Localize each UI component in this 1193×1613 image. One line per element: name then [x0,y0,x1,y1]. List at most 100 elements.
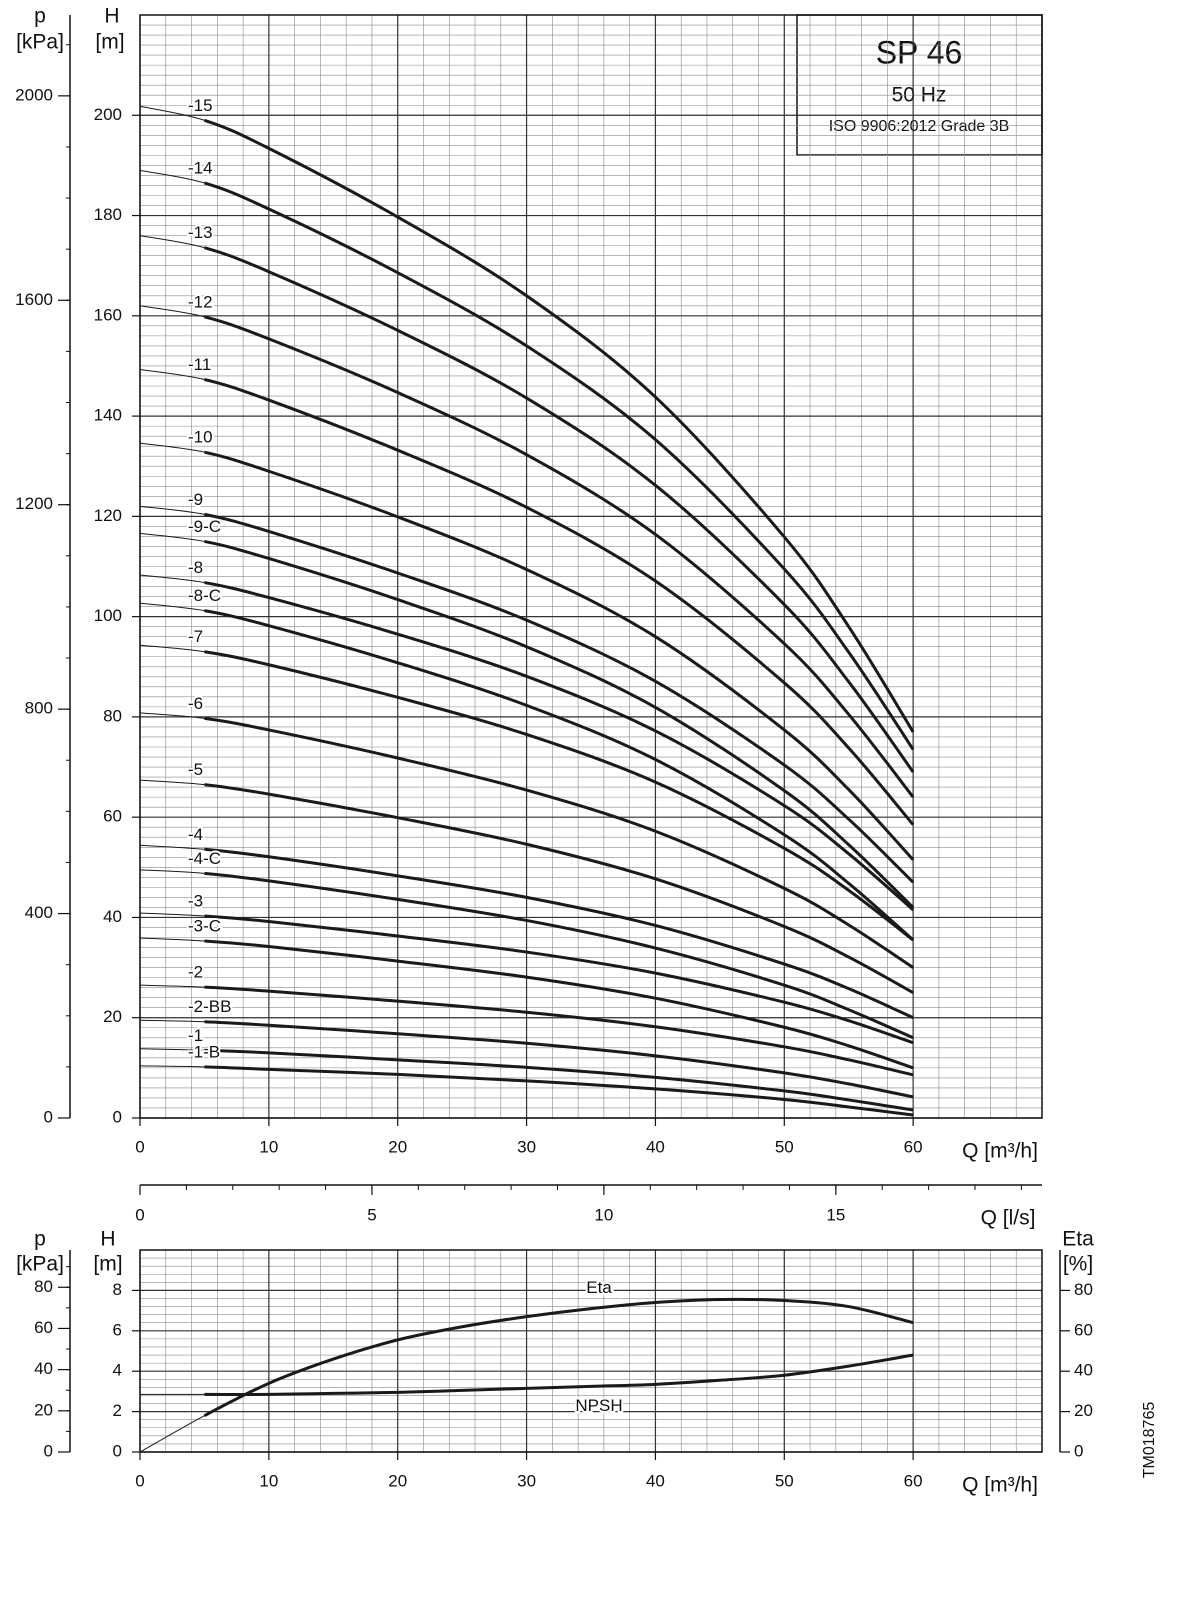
efficiency-curve [203,1297,914,1417]
head-curve [204,246,915,773]
plot-frame [139,14,1043,1119]
y-tick-label: 120 [94,506,122,525]
head-curve-extension [139,779,205,786]
curve-label: -4-C [188,849,221,868]
head-curve [204,581,915,912]
x2-axis-label: Q [l/s] [981,1207,1036,1230]
curve-label: -4 [188,825,203,844]
head-curve [204,871,914,1040]
y-tick-label: 8 [113,1280,122,1299]
y3-tick-label: 80 [34,1277,53,1296]
curve-label: -2 [188,963,203,982]
x-tick-label: 40 [646,1137,665,1156]
y3-axis-label: [kPa] [16,1253,64,1276]
curve-label: -12 [188,292,213,311]
x-tick-label: 20 [388,1137,407,1156]
head-curve [204,783,914,994]
x-tick-label: 50 [775,1137,794,1156]
y-tick-label: 60 [103,807,122,826]
curve-label: -8-C [188,586,221,605]
curve-label: -10 [188,428,213,447]
head-curve [204,985,914,1077]
head-curve-extension [139,984,205,988]
curve-label: -3 [188,891,203,910]
head-curve-extension [139,105,205,121]
head-curve [204,1048,914,1112]
y2-tick-label: 1200 [15,494,53,513]
curve-extension [139,1415,205,1453]
y2-axis-label: [%] [1063,1253,1093,1276]
curve-label: -6 [188,694,203,713]
x-tick-label: 60 [904,1471,923,1490]
curve-label: -5 [188,760,203,779]
x-tick-label: 60 [904,1137,923,1156]
head-curve-extension [139,1048,205,1051]
curve-label: -14 [188,158,213,177]
y2-tick-label: 40 [1074,1361,1093,1380]
x-axis-label: Q [m³/h] [962,1140,1038,1163]
y-tick-label: 180 [94,205,122,224]
head-curve [204,378,915,826]
y2-axis-label: Eta [1062,1228,1094,1251]
y-tick-label: 100 [94,606,122,625]
head-curve-extension [139,442,205,453]
x-tick-label: 30 [517,1137,536,1156]
curve-label: -13 [188,223,213,242]
y2-tick-label: 60 [1074,1320,1093,1339]
y-tick-label: 6 [113,1320,122,1339]
x-tick-label: 30 [517,1471,536,1490]
x2-tick-label: 10 [594,1205,613,1224]
head-curve-extension [139,712,205,719]
plot-frame [139,1249,1043,1453]
curve-label: -9 [188,490,203,509]
x-tick-label: 40 [646,1471,665,1490]
curve-label: NPSH [575,1396,622,1415]
y-axis-label: [m] [95,31,124,54]
y2-tick-label: 800 [25,699,53,718]
head-curve-extension [139,869,205,874]
head-curve-extension [139,574,205,584]
head-curve [204,847,914,1020]
y2-tick-label: 80 [1074,1280,1093,1299]
y-tick-label: 140 [94,406,122,425]
npsh-curve [204,1353,914,1397]
head-curve-extension [139,305,205,318]
curve-label: -8 [188,558,203,577]
head-curve [204,609,915,942]
curve-label: -11 [188,355,211,374]
curve-label: -2-BB [188,997,231,1016]
curve-label: Eta [586,1278,612,1297]
curve-label: -3-C [188,917,221,936]
head-curve-extension [139,505,205,515]
y2-tick-label: 400 [25,903,53,922]
head-curve [204,914,914,1045]
y2-axis-label: p [34,5,46,28]
y3-tick-label: 20 [34,1400,53,1419]
y-tick-label: 160 [94,305,122,324]
head-curve [204,315,915,799]
y2-tick-label: 1600 [15,290,53,309]
y3-tick-label: 40 [34,1359,53,1378]
y2-tick-label: 2000 [15,85,53,104]
y-axis-label: H [104,5,119,28]
chart-title: SP 46 [876,34,963,70]
x-axis-label: Q [m³/h] [962,1474,1038,1497]
head-curve-extension [139,644,205,653]
head-curve [204,539,915,909]
y2-tick-label: 0 [1074,1441,1083,1460]
x-tick-label: 0 [135,1471,144,1490]
head-curve-extension [139,1065,205,1068]
curve-label: -7 [188,627,203,646]
head-curve [204,939,914,1070]
y3-tick-label: 0 [44,1441,53,1460]
annotation: ISO 9906:2012 Grade 3B [829,118,1010,135]
head-curve-extension [139,169,205,184]
x2-tick-label: 0 [135,1205,144,1224]
head-curve-extension [139,912,205,917]
y2-tick-label: 20 [1074,1401,1093,1420]
head-curve-extension [139,368,205,380]
head-curve [204,650,915,942]
y-tick-label: 40 [103,907,122,926]
head-curve [204,450,915,861]
